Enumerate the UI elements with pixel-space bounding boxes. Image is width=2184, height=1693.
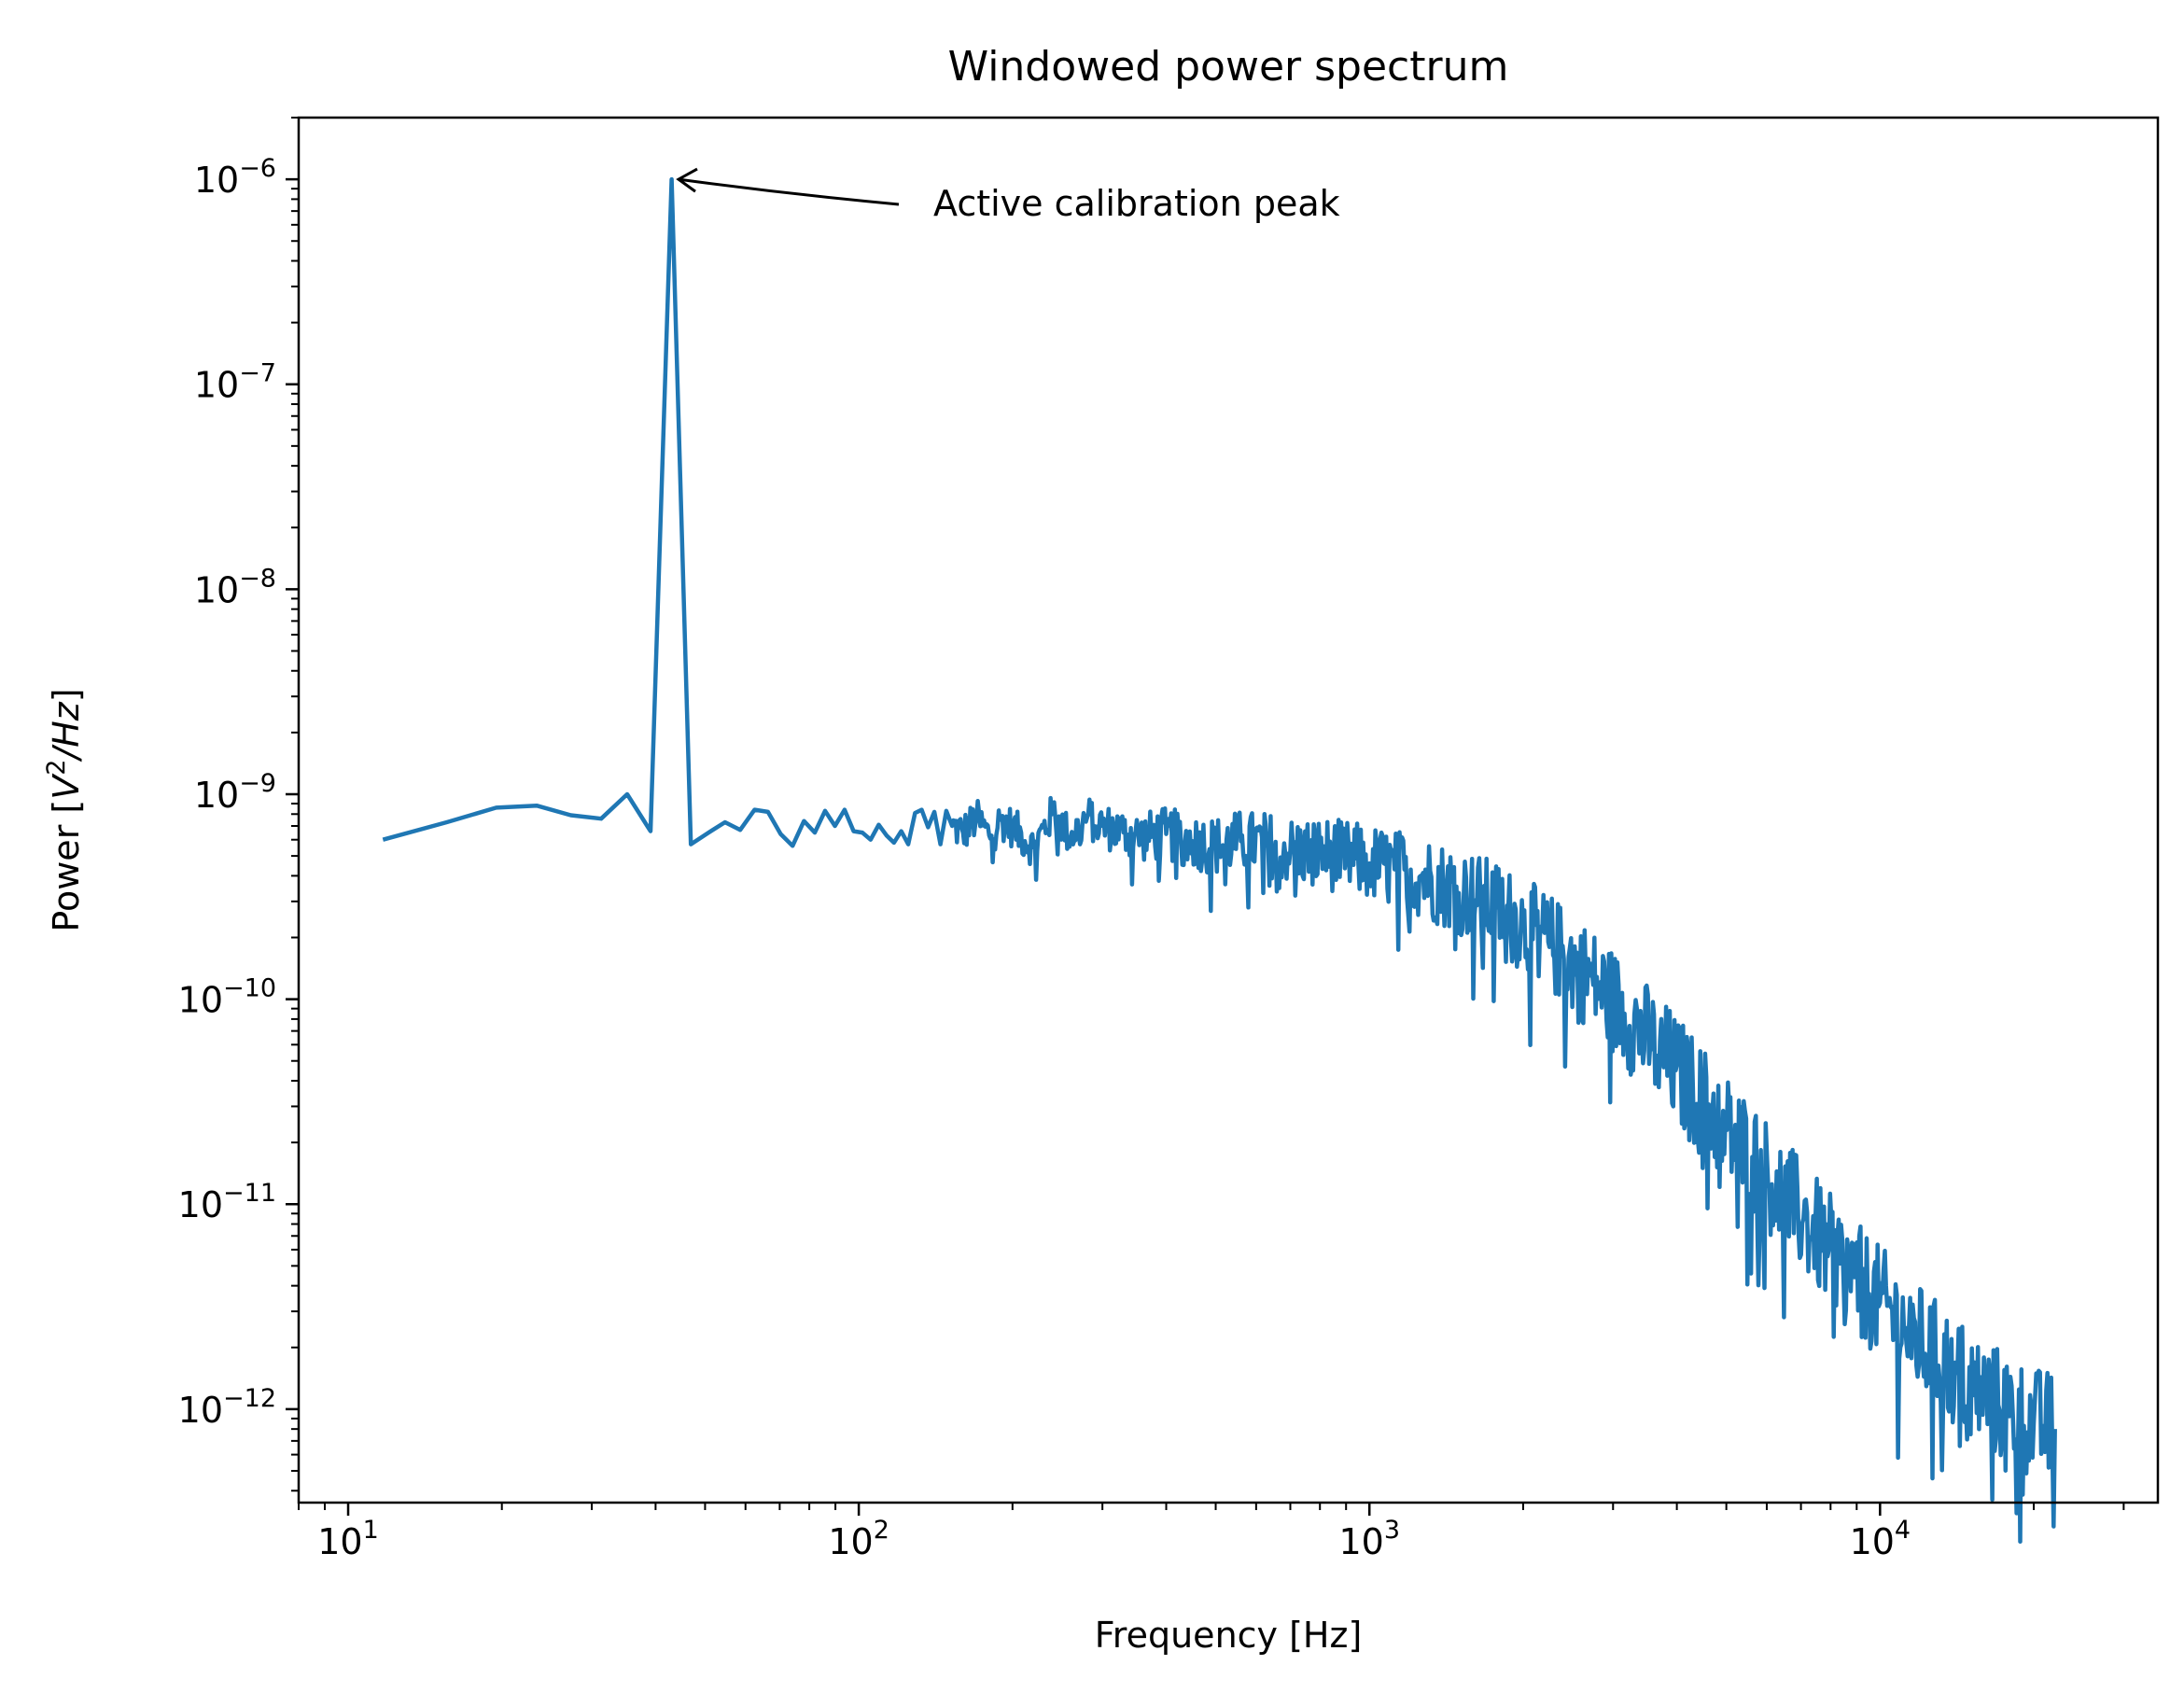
y-tick-exponent: −10 <box>223 974 276 1003</box>
y-tick-exponent: −6 <box>239 154 276 183</box>
y-tick-exponent: −7 <box>239 359 276 388</box>
x-tick-label: 103 <box>1338 1516 1400 1562</box>
y-tick-base: 10 <box>194 775 239 816</box>
y-tick-base: 10 <box>178 1184 223 1225</box>
y-tick-exponent: −9 <box>239 769 276 798</box>
axes-frame <box>297 116 2160 1504</box>
y-tick-label: 10−11 <box>178 1179 276 1225</box>
annotation-arrow <box>678 177 900 206</box>
x-tick-base: 10 <box>1850 1521 1895 1562</box>
x-tick-base: 10 <box>1338 1521 1383 1562</box>
y-tick-exponent: −12 <box>223 1384 276 1413</box>
y-tick-label: 10−8 <box>194 564 276 610</box>
y-tick-label: 10−9 <box>194 769 276 816</box>
x-tick-label: 102 <box>828 1516 889 1562</box>
y-tick-base: 10 <box>194 160 239 201</box>
annotation-arrowhead <box>676 167 698 193</box>
chart-title: Windowed power spectrum <box>948 43 1509 91</box>
x-tick-exponent: 3 <box>1384 1516 1400 1545</box>
x-tick-label: 101 <box>317 1516 379 1562</box>
y-label-prefix: Power [ <box>46 800 87 932</box>
y-tick-base: 10 <box>178 1390 223 1431</box>
y-tick-label: 10−12 <box>178 1384 276 1431</box>
y-tick-base: 10 <box>178 980 223 1021</box>
x-tick-exponent: 2 <box>874 1516 889 1545</box>
x-tick-exponent: 1 <box>363 1516 379 1545</box>
y-label-suffix: ] <box>46 688 87 702</box>
y-tick-label: 10−7 <box>194 359 276 406</box>
x-tick-base: 10 <box>828 1521 873 1562</box>
y-axis-label: Power [V2/Hz] <box>42 688 87 931</box>
x-axis-ticks: 101 102 103 104 <box>298 1503 2125 1562</box>
y-tick-exponent: −8 <box>239 564 276 593</box>
annotation: Active calibration peak <box>676 167 1340 224</box>
y-tick-base: 10 <box>194 365 239 406</box>
annotation-text: Active calibration peak <box>933 183 1340 224</box>
y-label-symbol-hz: Hz <box>46 701 87 748</box>
y-tick-label: 10−10 <box>178 974 276 1021</box>
plot-area <box>382 176 2057 1545</box>
x-tick-label: 104 <box>1850 1516 1911 1562</box>
x-axis-label: Frequency [Hz] <box>1095 1615 1363 1656</box>
y-label-superscript: 2 <box>42 760 71 776</box>
series-line-0 <box>382 176 2057 1545</box>
y-tick-label: 10−6 <box>194 154 276 201</box>
y-label-symbol-v: V <box>46 773 87 800</box>
y-tick-exponent: −11 <box>223 1179 276 1208</box>
x-tick-exponent: 4 <box>1895 1516 1911 1545</box>
y-label-slash: / <box>46 744 87 763</box>
x-tick-base: 10 <box>317 1521 362 1562</box>
y-tick-base: 10 <box>194 569 239 610</box>
